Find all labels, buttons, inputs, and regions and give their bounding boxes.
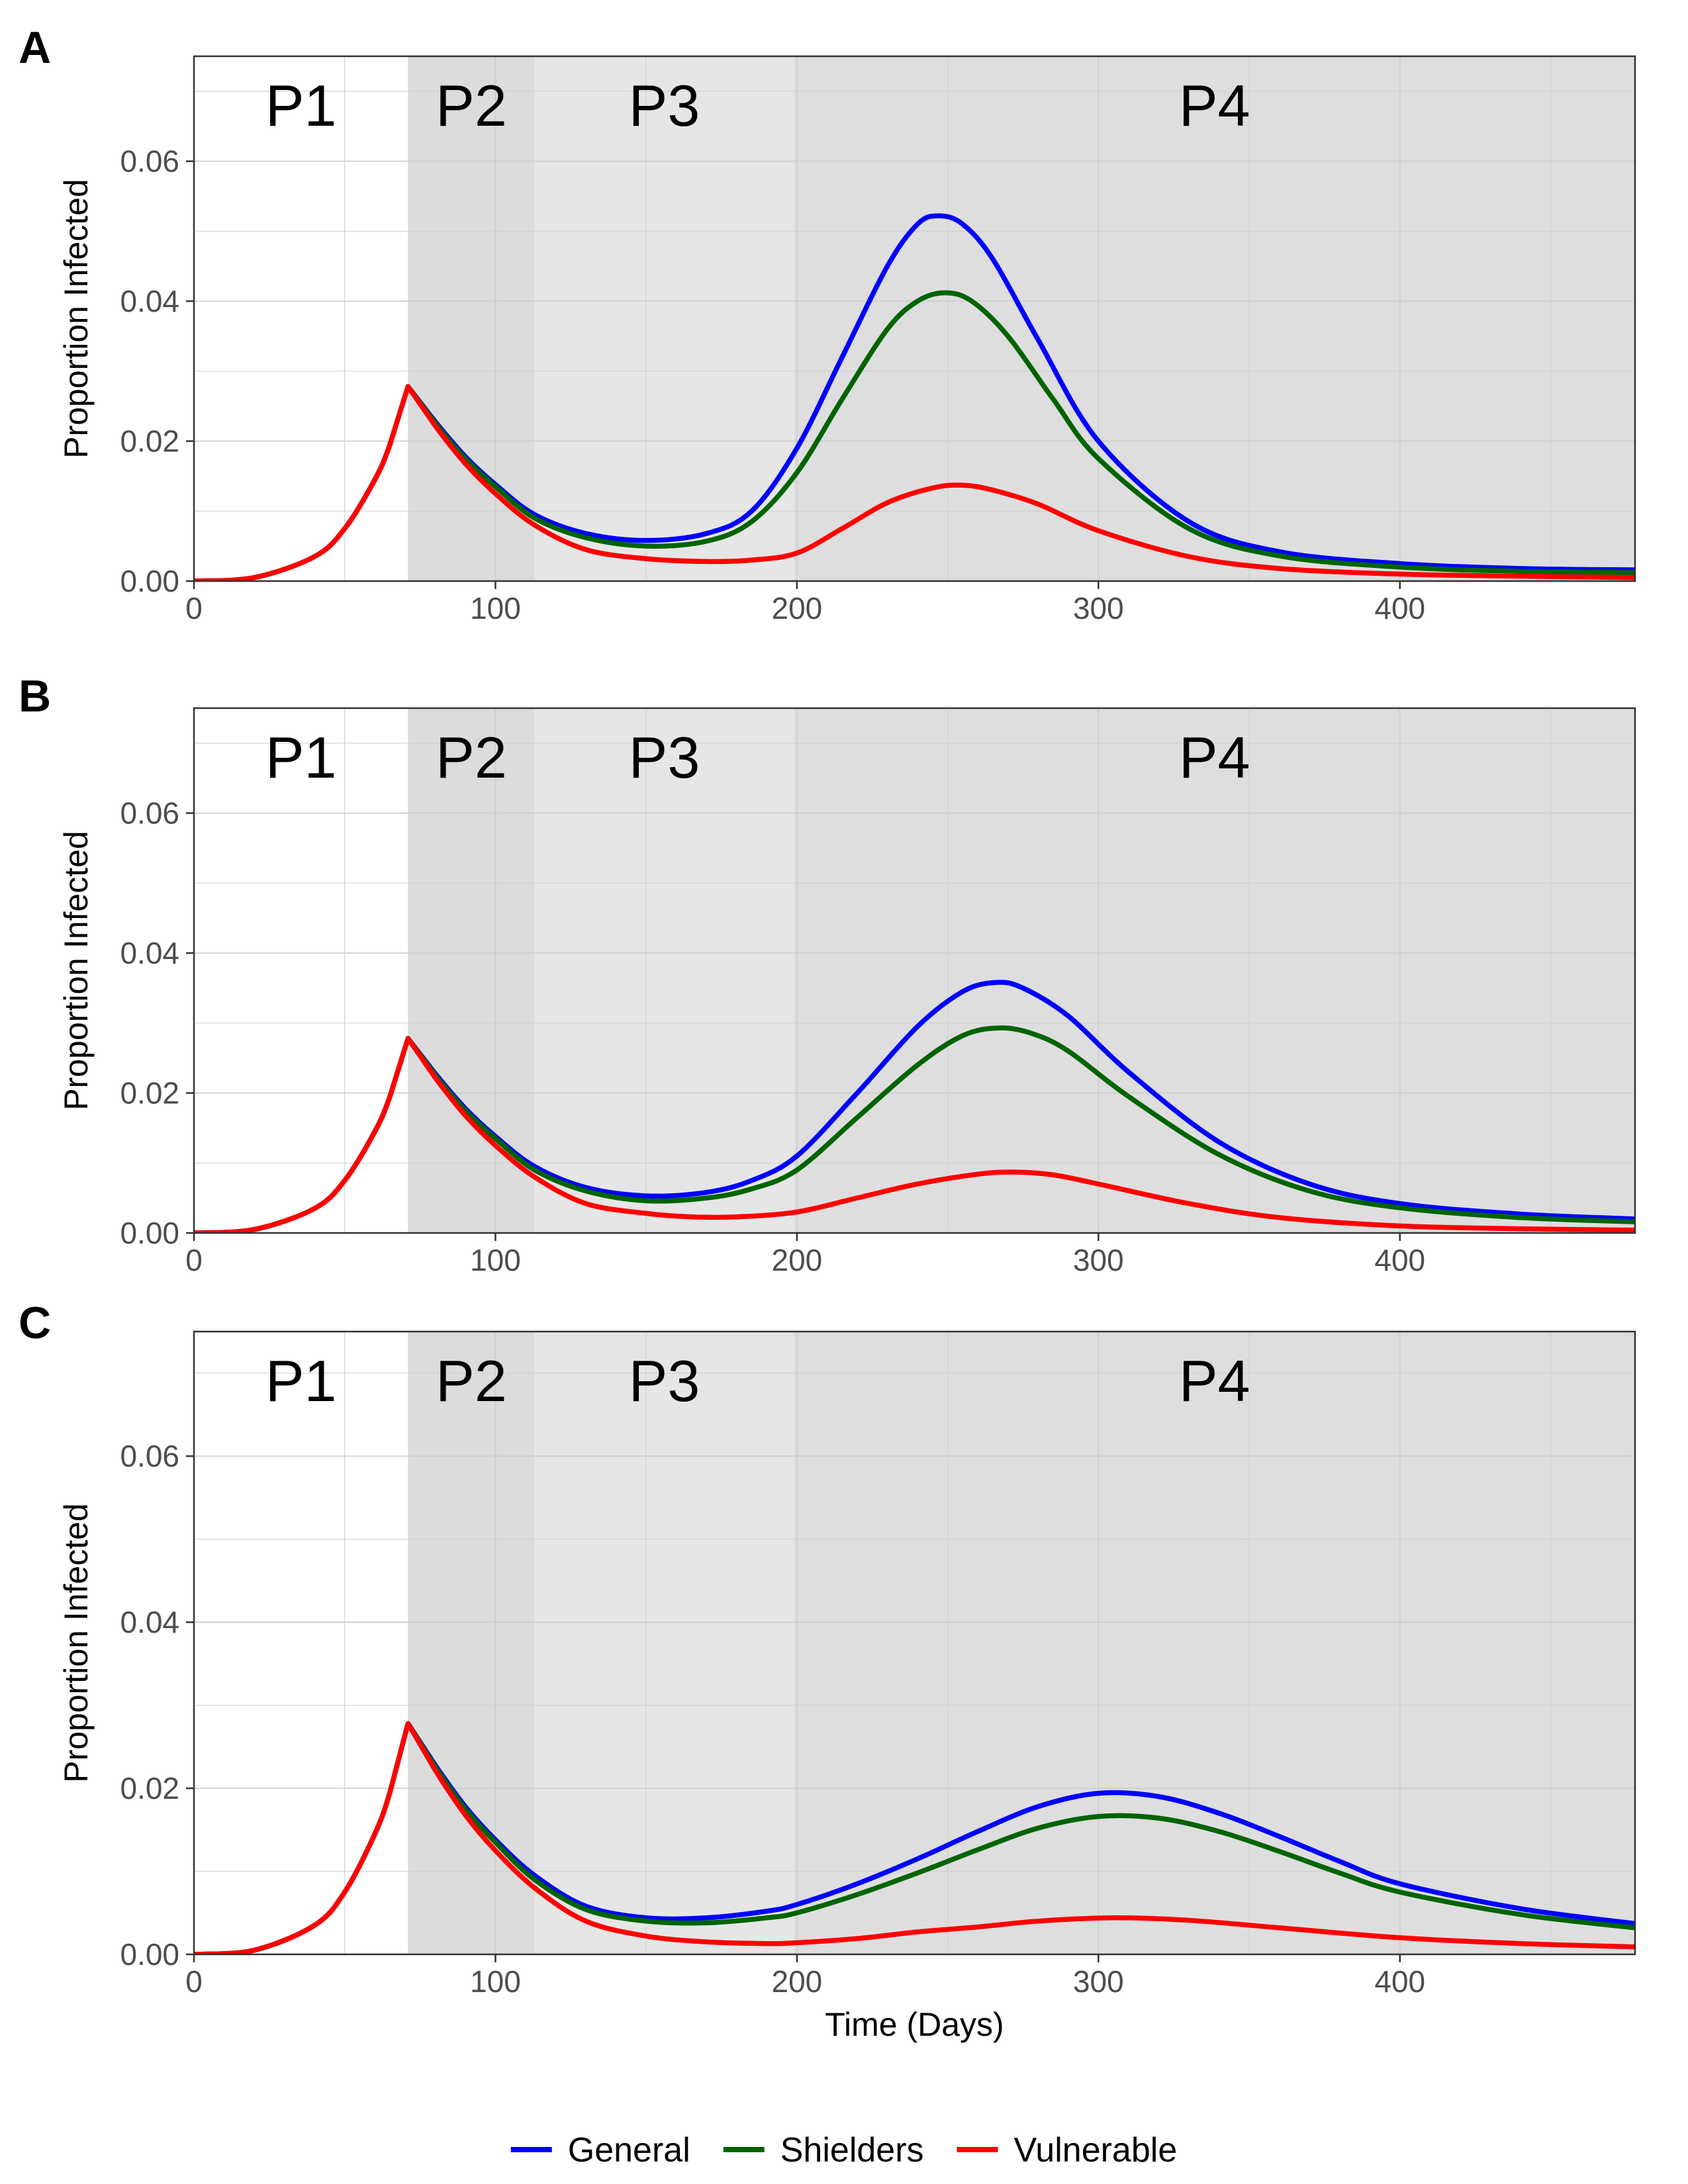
series-line-vulnerable [194, 1721, 1635, 1954]
legend-item-general: General [510, 2131, 690, 2169]
x-tick-label: 100 [470, 1243, 521, 1277]
y-tick-label: 0.04 [120, 284, 179, 318]
y-axis-title: Proportion Infected [58, 179, 95, 459]
x-tick-label: 100 [470, 591, 521, 625]
panel-letter: B [19, 671, 51, 721]
phase-band-p1 [194, 1332, 408, 1954]
phase-band-p2 [408, 1332, 535, 1954]
y-axis-title: Proportion Infected [58, 831, 95, 1111]
x-tick-label: 200 [772, 591, 823, 625]
x-tick-label: 300 [1073, 1243, 1124, 1277]
x-tick-label: 100 [470, 1964, 521, 1999]
phase-band-p2 [408, 708, 535, 1233]
legend-item-shielders: Shielders [723, 2131, 924, 2169]
phase-band-p4 [794, 1332, 1635, 1954]
legend-label: Vulnerable [1014, 2131, 1178, 2169]
phase-label-p2: P2 [436, 73, 507, 138]
phase-band-p3 [534, 56, 794, 581]
y-tick-label: 0.06 [120, 144, 179, 179]
phase-label-p2: P2 [436, 725, 507, 790]
phase-label-p1: P1 [265, 73, 337, 138]
series-line-vulnerable [194, 384, 1635, 581]
panel-c: P1 P2 P3 P4 0 100 200 300 400 0.00 0.02 0.04 0.06 Pro… [19, 1298, 1636, 2043]
phase-band-p3 [534, 1332, 794, 1954]
x-tick-label: 400 [1374, 1964, 1425, 1999]
phase-label-p1: P1 [265, 1348, 337, 1414]
legend-label: General [568, 2131, 690, 2169]
y-tick-label: 0.00 [120, 564, 179, 598]
y-tick-label: 0.04 [120, 1605, 179, 1639]
y-tick-label: 0.02 [120, 424, 179, 459]
y-tick-label: 0.02 [120, 1076, 179, 1111]
panel-letter: C [19, 1298, 51, 1348]
plot-border [193, 707, 1636, 1234]
x-axis-title: Time (Days) [825, 2006, 1004, 2043]
plot-border [193, 1330, 1636, 1956]
y-tick-label: 0.00 [120, 1216, 179, 1250]
legend-label: Shielders [780, 2131, 924, 2169]
panel-a: P1 P2 P3 P4 0 100 200 300 400 0.00 0.02 0.04 0.06 Pro… [19, 23, 1636, 625]
y-tick-label: 0.06 [120, 796, 179, 831]
panel-letter: A [19, 23, 51, 73]
y-tick-label: 0.00 [120, 1937, 179, 1972]
phase-label-p3: P3 [629, 73, 700, 138]
y-tick-label: 0.04 [120, 936, 179, 970]
phase-band-p1 [194, 708, 408, 1233]
phase-band-p2 [408, 56, 535, 581]
legend-item-vulnerable: Vulnerable [957, 2131, 1178, 2169]
phase-band-p3 [534, 708, 794, 1233]
x-tick-label: 0 [185, 1243, 203, 1277]
phase-band-p4 [794, 56, 1635, 581]
phase-label-p4: P4 [1179, 73, 1250, 138]
phase-band-p4 [794, 708, 1635, 1233]
x-tick-label: 200 [772, 1243, 823, 1277]
phase-label-p3: P3 [629, 1348, 700, 1414]
y-axis-title: Proportion Infected [58, 1503, 95, 1783]
x-tick-label: 0 [185, 591, 203, 625]
phase-label-p4: P4 [1179, 1348, 1250, 1414]
phase-label-p4: P4 [1179, 725, 1250, 790]
x-tick-label: 300 [1073, 591, 1124, 625]
phase-label-p3: P3 [629, 725, 700, 790]
x-tick-label: 0 [185, 1964, 203, 1999]
x-tick-label: 300 [1073, 1964, 1124, 1999]
y-tick-label: 0.06 [120, 1439, 179, 1473]
phase-band-p1 [194, 56, 408, 581]
phase-label-p1: P1 [265, 725, 337, 790]
x-tick-label: 400 [1374, 591, 1425, 625]
series-line-vulnerable [194, 1036, 1635, 1233]
x-tick-label: 400 [1374, 1243, 1425, 1277]
phase-label-p2: P2 [436, 1348, 507, 1414]
panel-b: P1 P2 P3 P4 0 100 200 300 400 0.00 0.02 0.04 0.06 Pro… [19, 671, 1636, 1277]
plot-border [193, 55, 1636, 582]
y-tick-label: 0.02 [120, 1771, 179, 1805]
legend: General Shielders Vulnerable [510, 2131, 1178, 2169]
x-tick-label: 200 [772, 1964, 823, 1999]
